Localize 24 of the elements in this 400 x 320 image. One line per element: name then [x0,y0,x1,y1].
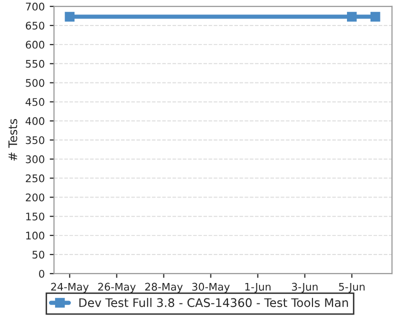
x-tick-label: 1-Jun [245,282,271,293]
y-tick-label: 400 [26,117,44,126]
x-tick-label: 26-May [98,282,136,293]
y-tick-label: 200 [26,193,44,202]
x-tick-label: 28-May [145,282,183,293]
x-tick-label: 5-Jun [339,282,365,293]
y-tick-label: 250 [26,174,44,182]
x-tick-label: 30-May [192,282,230,293]
y-tick-label: 500 [26,78,44,87]
y-tick-label: 600 [26,40,44,49]
x-tick-label: 24-May [51,282,89,293]
x-tick-label: 3-Jun [292,282,318,293]
y-tick-label: 100 [26,232,44,240]
y-tick-label: 550 [26,60,44,68]
y-tick-label: 50 [32,250,44,259]
legend-label: Dev Test Full 3.8 - CAS-14360 - Test Tools Man [79,298,348,308]
y-tick-label: 700 [26,2,44,11]
y-tick-label: 0 [39,270,44,278]
y-tick-label: 300 [26,155,44,164]
y-tick-label: 450 [26,98,44,106]
y-tick-label: 650 [26,22,44,30]
y-tick-label: 350 [26,136,44,144]
y-tick-label: 150 [26,212,44,220]
y-axis-title: # Tests [8,119,18,161]
